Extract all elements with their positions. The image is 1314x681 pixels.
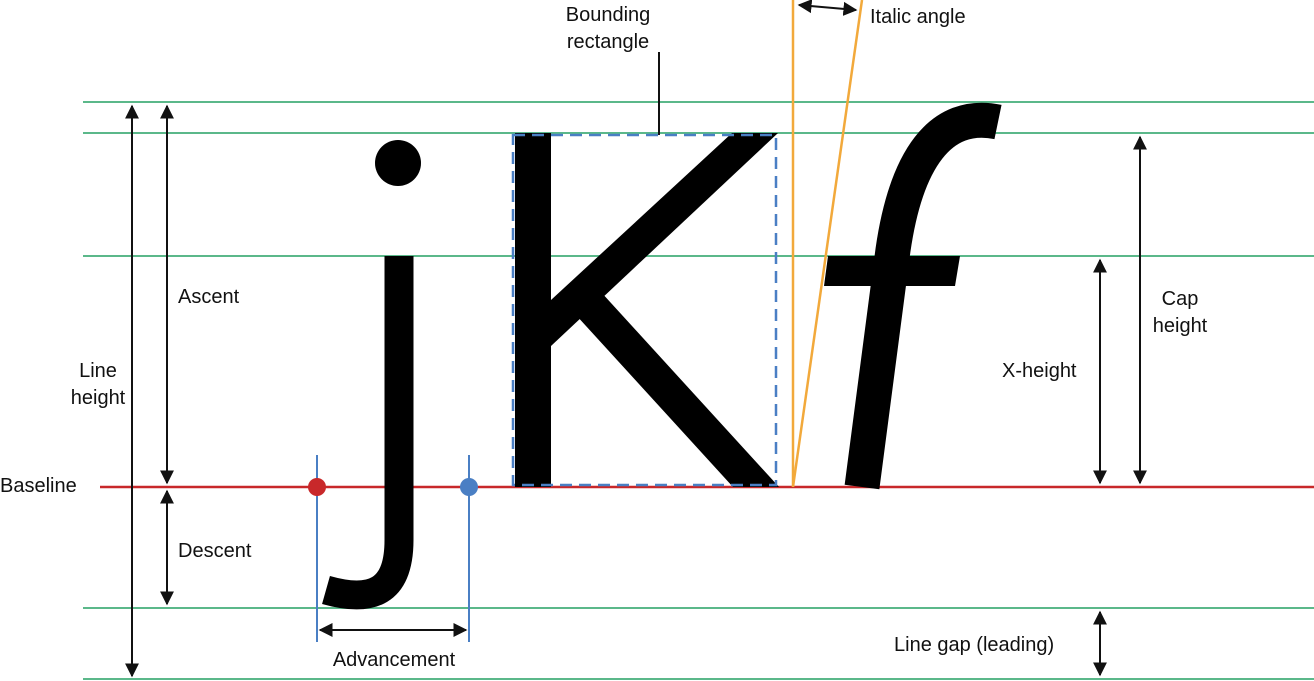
baseline-label: Baseline (0, 475, 77, 497)
label-line: Cap (1161, 288, 1199, 310)
label-line: height (70, 387, 126, 409)
line-gap-label: Line gap (leading) (894, 634, 1055, 656)
descent-label: Descent (178, 540, 252, 562)
glyph-j-dot (375, 140, 421, 186)
glyph-f (824, 102, 1002, 490)
x-height-label: X-height (1002, 360, 1077, 382)
bounding-rectangle (511, 133, 778, 487)
ascent-label: Ascent (178, 286, 240, 308)
italic-slant-line (791, 0, 864, 488)
line-height-label: Line height (70, 358, 126, 412)
label-line: rectangle (566, 31, 650, 53)
label-line: Bounding (565, 4, 651, 26)
advancement-label: Advancement (332, 649, 456, 671)
label-line: Line (79, 360, 117, 382)
label-line: height (1152, 315, 1208, 337)
advance-dot (460, 478, 478, 496)
italic-angle-label: Italic angle (870, 6, 966, 28)
origin-dot (308, 478, 326, 496)
italic-angle-arrow (797, 0, 858, 16)
cap-height-label: Cap height (1150, 286, 1210, 340)
glyph-j (322, 256, 414, 610)
bounding-rectangle-label: Bounding rectangle (556, 2, 660, 56)
glyph-k (515, 133, 779, 487)
